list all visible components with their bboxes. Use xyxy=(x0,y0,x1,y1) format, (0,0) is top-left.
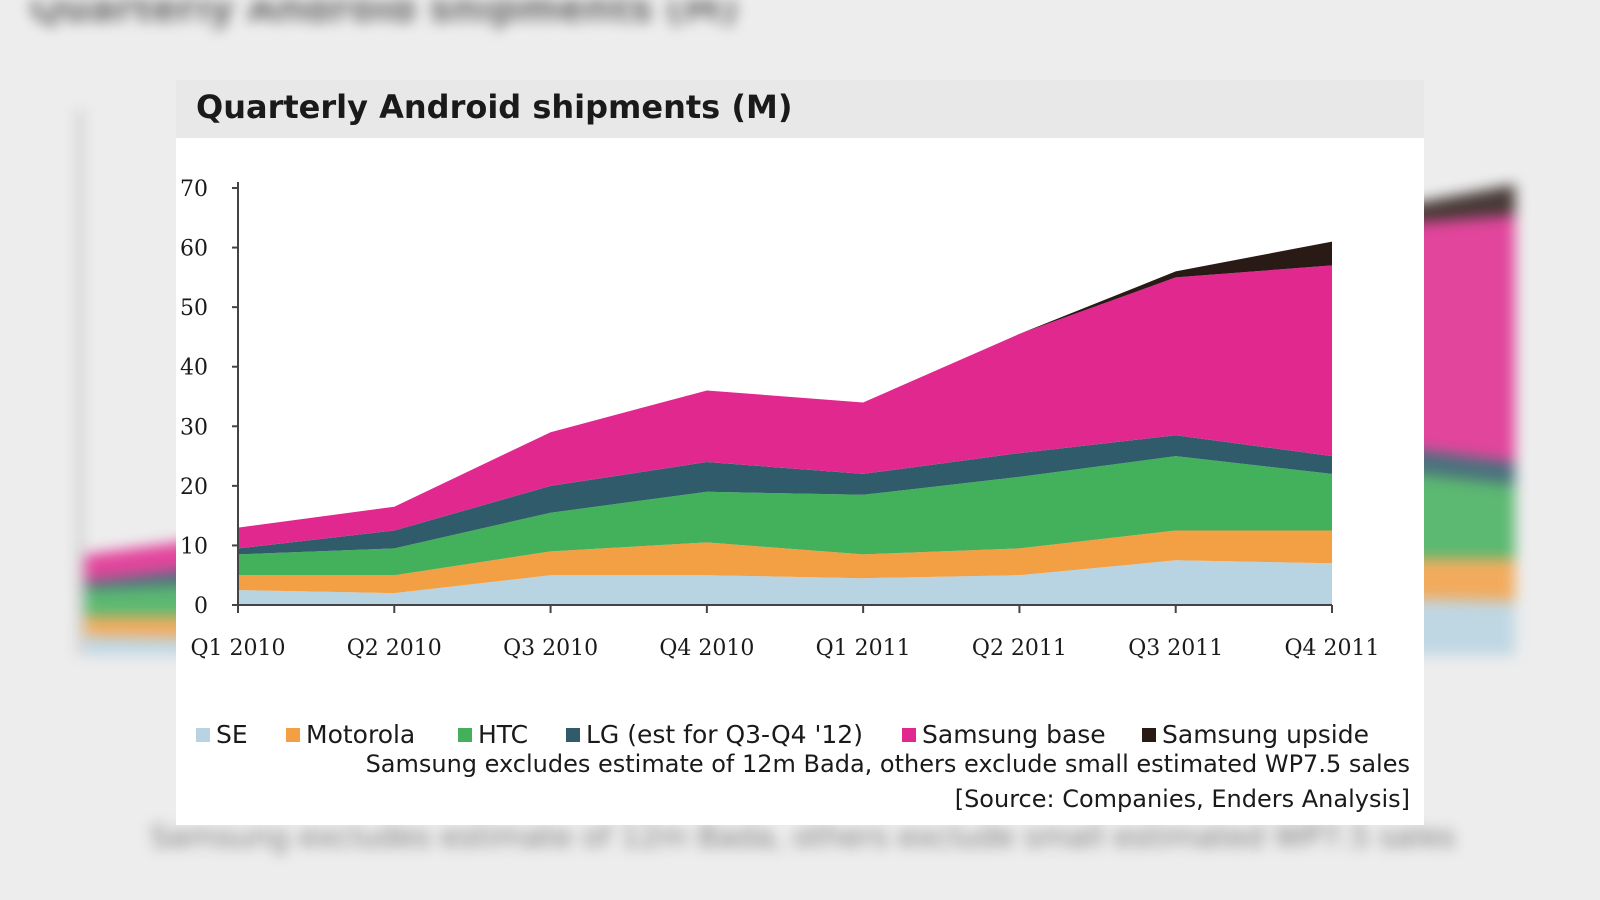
x-tick-label: Q3 2010 xyxy=(503,636,598,661)
legend-item-motorola: Motorola xyxy=(286,720,415,749)
legend-swatch-lg xyxy=(566,727,580,742)
legend: SE Motorola HTC LG (est for Q3-Q4 '12) S… xyxy=(196,720,1416,752)
legend-label-motorola: Motorola xyxy=(306,720,416,749)
background-title: Quarterly Android shipments (M) xyxy=(30,0,739,30)
chart-title-bar xyxy=(176,80,1424,138)
legend-swatch-htc xyxy=(458,727,472,742)
legend-item-lg: LG (est for Q3-Q4 '12) xyxy=(566,720,863,749)
legend-item-se: SE xyxy=(196,720,248,749)
chart-note: Samsung excludes estimate of 12m Bada, o… xyxy=(365,750,1410,778)
legend-swatch-motorola xyxy=(286,727,300,742)
x-tick-label: Q2 2010 xyxy=(347,636,442,661)
x-tick-label: Q1 2010 xyxy=(190,636,285,661)
legend-label-samsung-base: Samsung base xyxy=(922,720,1106,749)
y-tick-label: 30 xyxy=(180,415,208,440)
legend-swatch-se xyxy=(196,727,210,742)
chart-title: Quarterly Android shipments (M) xyxy=(196,88,793,126)
x-tick-label: Q2 2011 xyxy=(972,636,1067,661)
legend-label-samsung-upside: Samsung upside xyxy=(1162,720,1370,749)
x-tick-label: Q3 2011 xyxy=(1128,636,1223,661)
legend-item-samsung-base: Samsung base xyxy=(902,720,1106,749)
x-tick-label: Q4 2011 xyxy=(1284,636,1379,661)
y-tick-label: 60 xyxy=(180,237,208,262)
area-series-samsung-upside xyxy=(238,241,1332,528)
area-series-samsung-base xyxy=(238,265,1332,549)
y-tick-label: 20 xyxy=(180,475,208,500)
legend-swatch-samsung-base xyxy=(902,727,916,742)
y-tick-label: 0 xyxy=(194,594,208,619)
y-tick-label: 50 xyxy=(180,296,208,321)
x-tick-label: Q4 2010 xyxy=(659,636,754,661)
area-series-motorola xyxy=(238,530,1332,594)
area-series-se xyxy=(238,560,1332,605)
y-tick-label: 70 xyxy=(180,177,208,202)
legend-item-htc: HTC xyxy=(458,720,528,749)
chart-source: [Source: Companies, Enders Analysis] xyxy=(954,785,1410,813)
area-series-htc xyxy=(238,456,1332,576)
chart-card: Quarterly Android shipments (M) 0 10 20 30 4… xyxy=(176,80,1424,825)
legend-label-lg: LG (est for Q3-Q4 '12) xyxy=(586,720,863,749)
legend-item-samsung-upside: Samsung upside xyxy=(1142,720,1369,749)
y-tick-label: 10 xyxy=(180,534,208,559)
stacked-area-chart: 0 10 20 30 40 50 60 70 Q1 2010 Q2 2010 Q3 2010 Q4 2… xyxy=(180,177,1380,661)
legend-swatch-samsung-upside xyxy=(1142,727,1156,742)
y-tick-label: 40 xyxy=(180,356,208,381)
area-series-lg-est-for-q3-q4-12 xyxy=(238,435,1332,555)
legend-label-htc: HTC xyxy=(478,720,529,749)
x-tick-label: Q1 2011 xyxy=(816,636,911,661)
legend-label-se: SE xyxy=(216,720,248,749)
background-note: Samsung excludes estimate of 12m Bada, o… xyxy=(150,820,1456,855)
